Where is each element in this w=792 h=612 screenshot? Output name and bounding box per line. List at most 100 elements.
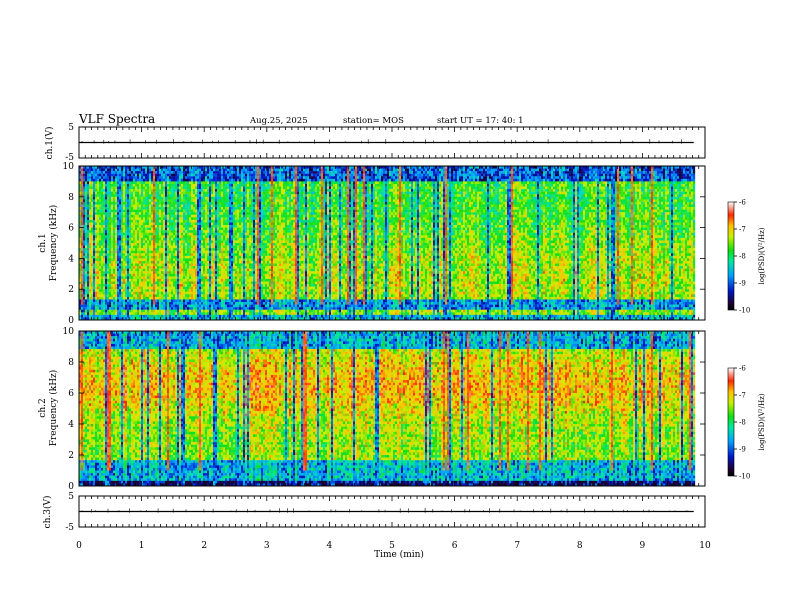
spectrogram-cell xyxy=(101,269,103,272)
spectrogram-cell xyxy=(85,279,87,282)
spectrogram-cell xyxy=(91,294,93,297)
spectrogram-cell xyxy=(103,289,105,292)
spectrogram-cell xyxy=(109,184,111,187)
spectrogram-cell xyxy=(91,248,93,251)
spectrogram-cell xyxy=(95,264,97,267)
spectrogram-cell xyxy=(89,289,91,292)
spectrogram-cell xyxy=(81,171,83,174)
spectrogram-cell xyxy=(107,215,109,218)
spectrogram-cell xyxy=(101,256,103,259)
spectrogram-cell xyxy=(85,248,87,251)
spectrogram-cell xyxy=(107,187,109,190)
spectrogram-cell xyxy=(91,202,93,205)
spectrogram-cell xyxy=(101,222,103,225)
spectrogram-cell xyxy=(103,274,105,277)
spectrogram-cell xyxy=(83,199,85,202)
spectrogram-cell xyxy=(95,302,97,305)
spectrogram-cell xyxy=(89,299,91,302)
spectrogram-cell xyxy=(101,279,103,282)
spectrogram-cell xyxy=(105,264,107,267)
spectrogram-cell xyxy=(95,266,97,269)
spectrogram-cell xyxy=(97,307,99,310)
spectrogram-cell xyxy=(87,315,89,318)
spectrogram-cell xyxy=(103,246,105,249)
spectrogram-cell xyxy=(83,276,85,279)
spectrogram-cell xyxy=(93,197,95,200)
spectrogram-cell xyxy=(91,230,93,233)
spectrogram-cell xyxy=(93,279,95,282)
spectrogram-cell xyxy=(87,240,89,243)
spectrogram-cell xyxy=(91,184,93,187)
spectrogram-cell xyxy=(87,189,89,192)
spectrogram-cell xyxy=(91,312,93,315)
spectrogram-cell xyxy=(103,279,105,282)
spectrogram-cell xyxy=(83,274,85,277)
spectrogram-cell xyxy=(107,179,109,182)
spectrogram-cell xyxy=(93,261,95,264)
spectrogram-cell xyxy=(91,217,93,220)
spectrogram-cell xyxy=(109,248,111,251)
spectrogram-cell xyxy=(109,264,111,267)
spectrogram-cell xyxy=(85,284,87,287)
spectrogram-cell xyxy=(95,305,97,308)
vlf-figure: VLF Spectra Aug.25, 2025 station= MOS st… xyxy=(0,0,792,612)
spectrogram-cell xyxy=(95,197,97,200)
spectrogram-cell xyxy=(97,269,99,272)
spectrogram-cell xyxy=(85,240,87,243)
spectrogram-cell xyxy=(89,284,91,287)
spectrogram-cell xyxy=(85,230,87,233)
spectrogram-cell xyxy=(83,305,85,308)
spectrogram-cell xyxy=(107,305,109,308)
spectrogram-cell xyxy=(81,248,83,251)
spectrogram-cell xyxy=(97,287,99,290)
spectrogram-cell xyxy=(81,307,83,310)
spectrogram-cell xyxy=(97,212,99,215)
spectrogram-cell xyxy=(85,302,87,305)
spectrogram-cell xyxy=(109,194,111,197)
spectrogram-cell xyxy=(89,248,91,251)
spectrogram-cell xyxy=(111,235,113,238)
spectrogram-cell xyxy=(83,176,85,179)
spectrogram-cell xyxy=(89,282,91,285)
spectrogram-cell xyxy=(81,312,83,315)
spectrogram-cell xyxy=(105,235,107,238)
spectrogram-cell xyxy=(83,230,85,233)
spectrogram-cell xyxy=(91,205,93,208)
spectrogram-cell xyxy=(85,192,87,195)
spectrogram-cell xyxy=(87,194,89,197)
spectrogram-cell xyxy=(89,264,91,267)
spectrogram-cell xyxy=(107,287,109,290)
spectrogram-cell xyxy=(111,240,113,243)
spectrogram-cell xyxy=(87,222,89,225)
spectrogram-cell xyxy=(89,233,91,236)
spectrogram-cell xyxy=(87,184,89,187)
spectrogram-cell xyxy=(111,174,113,177)
spectrogram-cell xyxy=(103,176,105,179)
spectrogram-cell xyxy=(93,256,95,259)
spectrogram-cell xyxy=(105,199,107,202)
spectrogram-cell xyxy=(99,251,101,254)
spectrogram-cell xyxy=(105,289,107,292)
spectrogram-cell xyxy=(107,210,109,213)
spectrogram-cell xyxy=(99,222,101,225)
spectrogram-cell xyxy=(105,207,107,210)
spectrogram-cell xyxy=(95,276,97,279)
spectrogram-cell xyxy=(103,276,105,279)
spectrogram-cell xyxy=(111,220,113,223)
spectrogram-cell xyxy=(111,238,113,241)
spectrogram-cell xyxy=(85,205,87,208)
spectrogram-cell xyxy=(101,292,103,295)
spectrogram-cell xyxy=(105,169,107,172)
spectrogram-cell xyxy=(83,243,85,246)
spectrogram-cell xyxy=(99,282,101,285)
spectrogram-cell xyxy=(89,235,91,238)
spectrogram-cell xyxy=(83,251,85,254)
spectrogram-cell xyxy=(107,202,109,205)
spectrogram-cell xyxy=(81,233,83,236)
spectrogram-cell xyxy=(81,202,83,205)
spectrogram-cell xyxy=(101,253,103,256)
spectrogram-cell xyxy=(89,171,91,174)
spectrogram-cell xyxy=(89,222,91,225)
spectrogram-cell xyxy=(101,248,103,251)
spectrogram-cell xyxy=(91,225,93,228)
